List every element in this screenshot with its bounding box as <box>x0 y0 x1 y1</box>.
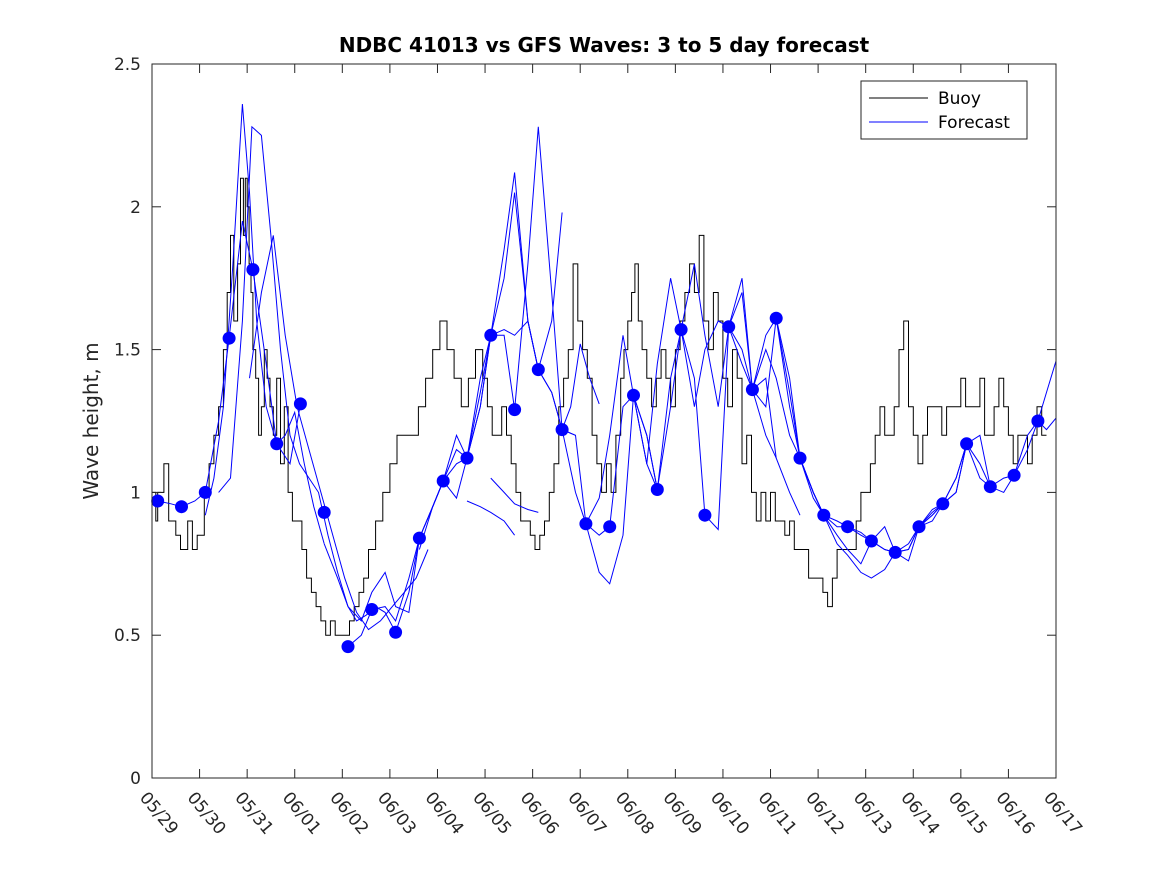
y-tick-label: 2.5 <box>114 55 141 75</box>
forecast-line-8 <box>466 500 516 536</box>
forecast-point <box>531 363 545 377</box>
legend-buoy-label: Buoy <box>938 89 981 109</box>
chart-title: NDBC 41013 vs GFS Waves: 3 to 5 day fore… <box>339 33 870 57</box>
forecast-line-9 <box>490 477 539 513</box>
forecast-point <box>650 483 664 496</box>
forecast-point <box>603 520 617 534</box>
forecast-point <box>912 520 926 534</box>
forecast-point <box>936 497 950 511</box>
forecast-point <box>817 508 831 522</box>
y-axis-label: Wave height, m <box>79 342 103 499</box>
forecast-point <box>983 480 997 494</box>
forecast-point <box>317 505 331 519</box>
forecast-point <box>508 403 522 417</box>
forecast-point <box>270 437 284 451</box>
forecast-line-3 <box>249 235 429 631</box>
legend-forecast-label: Forecast <box>938 113 1010 133</box>
forecast-point <box>579 517 593 531</box>
forecast-line-2 <box>218 125 397 633</box>
forecast-line-14 <box>728 318 944 565</box>
forecast-point <box>198 485 212 499</box>
forecast-point <box>365 603 379 616</box>
forecast-point <box>1007 468 1021 482</box>
forecast-point <box>341 640 355 654</box>
legend: Buoy Forecast <box>860 80 1028 140</box>
forecast-point <box>389 625 403 639</box>
forecast-point <box>745 383 759 397</box>
y-tick-label: 0 <box>130 769 141 789</box>
forecast-point <box>722 320 736 334</box>
forecast-point <box>175 500 188 514</box>
forecast-point <box>698 508 712 522</box>
forecast-point <box>793 451 807 465</box>
forecast-point <box>246 263 260 277</box>
forecast-line-6 <box>395 172 576 633</box>
y-tick-label: 2 <box>130 198 141 218</box>
forecast-point <box>151 494 165 508</box>
y-tick-label: 0.5 <box>114 626 141 646</box>
forecast-point <box>864 534 878 548</box>
y-tick-label: 1 <box>130 483 141 503</box>
forecast-point <box>888 545 902 559</box>
axes-box <box>151 63 1057 779</box>
series-layer <box>151 103 1056 654</box>
forecast-line-10 <box>561 343 600 430</box>
forecast-point <box>436 474 450 488</box>
y-tick-label: 1.5 <box>114 341 141 361</box>
forecast-line-1 <box>204 103 325 544</box>
forecast-point <box>555 423 569 437</box>
forecast-point <box>412 531 426 545</box>
forecast-point <box>627 388 640 402</box>
forecast-point <box>960 437 974 451</box>
forecast-point <box>460 451 474 465</box>
forecast-line-5 <box>347 126 658 647</box>
forecast-point <box>841 520 855 534</box>
forecast-point <box>484 328 498 342</box>
forecast-point <box>1031 414 1045 428</box>
plot-area <box>152 64 1056 778</box>
forecast-point <box>674 323 688 337</box>
forecast-point <box>222 331 236 345</box>
forecast-point <box>293 397 307 411</box>
legend-box <box>860 80 1028 140</box>
forecast-point <box>769 311 783 325</box>
